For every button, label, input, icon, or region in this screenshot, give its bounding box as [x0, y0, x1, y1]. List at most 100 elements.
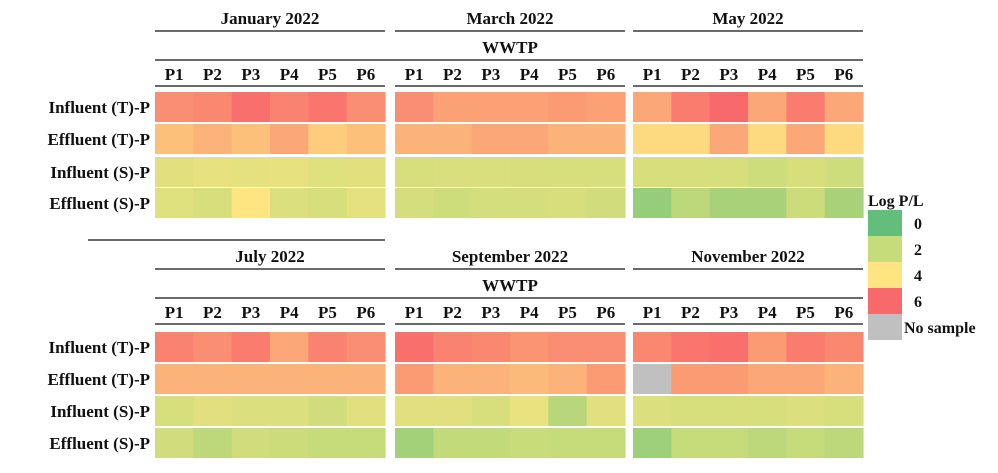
heatmap-cell	[155, 396, 194, 426]
heatmap-cell	[510, 157, 549, 187]
heatmap-cell	[586, 428, 626, 458]
heatmap-cell	[709, 124, 749, 154]
row-label: Influent (S)-P	[50, 163, 150, 182]
group-label: WWTP	[482, 276, 538, 295]
column-label: P1	[165, 65, 184, 84]
heatmap-cell	[471, 332, 511, 362]
heatmap-cell	[471, 157, 511, 187]
heatmap-cell	[155, 188, 194, 218]
heatmap-cell	[633, 396, 672, 426]
heatmap-cell	[786, 124, 826, 154]
heatmap-cell	[308, 157, 348, 187]
column-label: P3	[241, 65, 260, 84]
heatmap-cell	[395, 157, 434, 187]
heatmap-cell	[193, 92, 233, 122]
heatmap-cell	[270, 396, 309, 426]
heatmap-cell	[346, 92, 386, 122]
heatmap-cell	[510, 364, 549, 394]
heatmap-cell	[548, 396, 588, 426]
heatmap-cell	[433, 124, 473, 154]
heatmap-cell	[709, 92, 749, 122]
heatmap-cell	[270, 188, 309, 218]
column-label: P5	[558, 303, 577, 322]
heatmap-cell	[270, 157, 309, 187]
column-label: P5	[318, 303, 337, 322]
column-label: P4	[758, 65, 777, 84]
heatmap-cell	[395, 396, 434, 426]
heatmap-cell	[671, 188, 711, 218]
heatmap-cell	[308, 92, 348, 122]
heatmap-cell	[633, 124, 672, 154]
heatmap-cell	[193, 332, 233, 362]
heatmap-cell	[748, 157, 787, 187]
heatmap-cell	[548, 92, 588, 122]
heatmap-cell	[433, 188, 473, 218]
heatmap-cell	[193, 364, 233, 394]
heatmap-cell	[510, 396, 549, 426]
legend-tick-label: 0	[914, 216, 922, 233]
heatmap-cell	[510, 92, 549, 122]
heatmap-cell	[586, 332, 626, 362]
heatmap-cell	[510, 188, 549, 218]
heatmap-cell	[824, 428, 864, 458]
heatmap-cell	[308, 332, 348, 362]
heatmap-cell	[395, 428, 434, 458]
heatmap-cell	[786, 92, 826, 122]
heatmap-cell	[824, 157, 864, 187]
column-label: P6	[356, 303, 375, 322]
heatmap-cell	[633, 157, 672, 187]
heatmap-cell	[155, 428, 194, 458]
heatmap-cell	[155, 364, 194, 394]
heatmap-cell	[586, 364, 626, 394]
heatmap-cell	[671, 364, 711, 394]
heatmap-cell	[231, 188, 271, 218]
column-label: P6	[596, 303, 615, 322]
heatmap-cell	[824, 124, 864, 154]
heatmap-cell	[193, 157, 233, 187]
column-label: P4	[520, 303, 539, 322]
heatmap-cell	[346, 124, 386, 154]
heatmap-cell	[748, 92, 787, 122]
column-label: P4	[280, 65, 299, 84]
row-label: Effluent (T)-P	[48, 370, 150, 389]
heatmap-cell	[786, 188, 826, 218]
column-label: P5	[558, 65, 577, 84]
heatmap-cell	[346, 364, 386, 394]
column-label: P4	[758, 303, 777, 322]
heatmap-cell	[824, 92, 864, 122]
row-label: Influent (T)-P	[48, 98, 150, 117]
heatmap-cell	[671, 428, 711, 458]
column-label: P2	[203, 65, 222, 84]
heatmap-cell	[824, 364, 864, 394]
heatmap-cell	[548, 332, 588, 362]
heatmap-cell	[433, 332, 473, 362]
heatmap-cell	[155, 332, 194, 362]
heatmap-cell	[748, 188, 787, 218]
heatmap-panels: WWTP Influent (T)-P Effluent (T)-P Influent…	[48, 9, 864, 458]
column-label: P4	[280, 303, 299, 322]
heatmap-cell	[709, 396, 749, 426]
heatmap-cell	[346, 157, 386, 187]
heatmap-cell	[633, 364, 672, 394]
column-label: P2	[681, 65, 700, 84]
heatmap-cell	[395, 364, 434, 394]
heatmap-cell	[231, 428, 271, 458]
heatmap-cell	[471, 124, 511, 154]
heatmap-cell	[633, 188, 672, 218]
legend-swatch	[868, 236, 902, 262]
legend-title: Log P/L	[868, 193, 924, 210]
column-label: P3	[719, 65, 738, 84]
heatmap-cell	[786, 157, 826, 187]
group-label: WWTP	[482, 38, 538, 57]
heatmap-cell	[433, 364, 473, 394]
heatmap-cell	[786, 364, 826, 394]
heatmap-cell	[270, 124, 309, 154]
column-label: P6	[356, 65, 375, 84]
panel-title: January 2022	[221, 9, 320, 28]
column-label: P2	[681, 303, 700, 322]
heatmap-cell	[471, 188, 511, 218]
heatmap-cell	[786, 428, 826, 458]
heatmap-cell	[193, 428, 233, 458]
heatmap-cell	[231, 92, 271, 122]
heatmap-cell	[193, 396, 233, 426]
